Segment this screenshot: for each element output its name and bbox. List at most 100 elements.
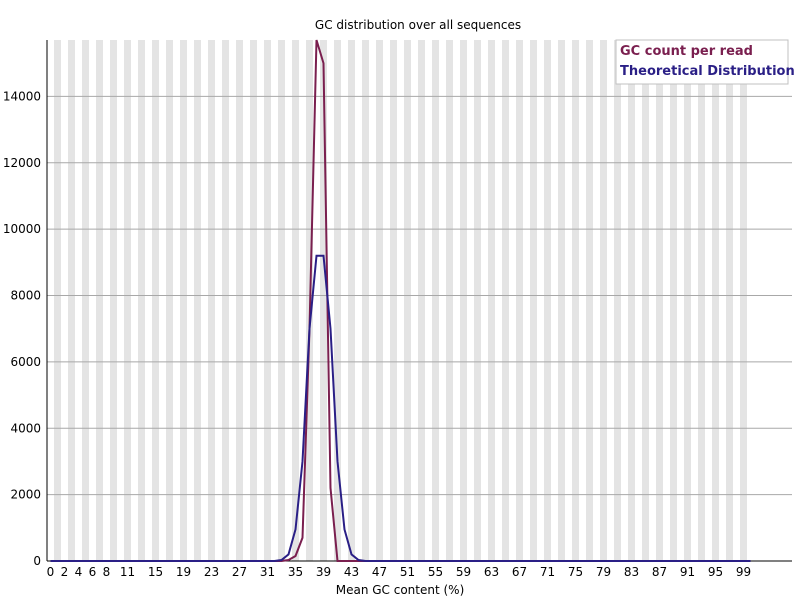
grid-band	[586, 40, 593, 561]
x-tick-label: 19	[176, 565, 191, 579]
x-tick-label: 0	[47, 565, 55, 579]
grid-band	[502, 40, 509, 561]
grid-band	[712, 40, 719, 561]
grid-band	[124, 40, 131, 561]
y-tick-labels: 0 2000 4000 6000 8000 10000 12000 14000	[3, 89, 41, 568]
x-tick-label: 47	[372, 565, 387, 579]
grid-band	[698, 40, 705, 561]
grid-band	[152, 40, 159, 561]
grid-band	[642, 40, 649, 561]
grid-band	[474, 40, 481, 561]
series-lines	[50, 39, 751, 562]
chart-title: GC distribution over all sequences	[315, 18, 521, 32]
grid-band	[404, 40, 411, 561]
x-tick-label: 63	[484, 565, 499, 579]
x-tick-label: 75	[568, 565, 583, 579]
x-tick-label: 59	[456, 565, 471, 579]
grid-band	[628, 40, 635, 561]
grid-band	[194, 40, 201, 561]
y-tick-label: 10000	[3, 222, 41, 236]
legend-box	[615, 39, 789, 85]
y-tick-label: 2000	[10, 488, 41, 502]
grid-band	[320, 40, 327, 561]
x-tick-label: 39	[316, 565, 331, 579]
y-tick-label: 6000	[10, 355, 41, 369]
y-tick-label: 0	[33, 554, 41, 568]
grid-band	[138, 40, 145, 561]
grid-band	[446, 40, 453, 561]
alternating-bands	[54, 40, 747, 561]
grid-band	[684, 40, 691, 561]
x-tick-label: 6	[89, 565, 97, 579]
series-line-gc-count	[50, 39, 751, 562]
grid-band	[460, 40, 467, 561]
grid-band	[432, 40, 439, 561]
grid-band	[558, 40, 565, 561]
legend: GC count per read Theoretical Distributi…	[615, 39, 795, 85]
y-tick-label: 14000	[3, 89, 41, 103]
x-tick-label: 27	[232, 565, 247, 579]
legend-item-gc-count: GC count per read	[620, 44, 753, 59]
x-tick-label: 91	[680, 565, 695, 579]
grid-band	[656, 40, 663, 561]
grid-band	[82, 40, 89, 561]
x-tick-label: 11	[120, 565, 135, 579]
grid-band	[670, 40, 677, 561]
grid-band	[208, 40, 215, 561]
grid-band	[740, 40, 747, 561]
x-tick-label: 67	[512, 565, 527, 579]
grid-band	[614, 40, 621, 561]
x-tick-label: 99	[736, 565, 751, 579]
x-tick-label: 55	[428, 565, 443, 579]
grid-band	[376, 40, 383, 561]
grid-band	[278, 40, 285, 561]
x-tick-label: 83	[624, 565, 639, 579]
x-tick-label: 79	[596, 565, 611, 579]
x-tick-label: 87	[652, 565, 667, 579]
grid-band	[180, 40, 187, 561]
grid-band	[292, 40, 299, 561]
x-tick-label: 15	[148, 565, 163, 579]
grid-band	[334, 40, 341, 561]
grid-band	[236, 40, 243, 561]
x-tick-label: 35	[288, 565, 303, 579]
grid-band	[390, 40, 397, 561]
grid-band	[222, 40, 229, 561]
grid-band	[264, 40, 271, 561]
horizontal-gridlines	[47, 95, 792, 496]
grid-band	[418, 40, 425, 561]
y-tick-label: 4000	[10, 421, 41, 435]
grid-band	[516, 40, 523, 561]
grid-band	[96, 40, 103, 561]
y-tick-label: 12000	[3, 156, 41, 170]
grid-band	[166, 40, 173, 561]
grid-band	[600, 40, 607, 561]
y-tick-label: 8000	[10, 289, 41, 303]
legend-item-theoretical: Theoretical Distribution	[620, 64, 795, 79]
x-tick-label: 23	[204, 565, 219, 579]
grid-band	[250, 40, 257, 561]
grid-band	[726, 40, 733, 561]
x-tick-label: 8	[103, 565, 111, 579]
grid-band	[572, 40, 579, 561]
x-tick-labels: 0 2 4 6 8 11 15 19 23 27 31 35 39 43 47 51 55 59 63 67 71 75 7…	[47, 565, 751, 579]
x-tick-label: 2	[61, 565, 69, 579]
grid-band	[348, 40, 355, 561]
x-tick-label: 95	[708, 565, 723, 579]
x-tick-label: 71	[540, 565, 555, 579]
x-tick-label: 51	[400, 565, 415, 579]
grid-band	[544, 40, 551, 561]
x-tick-label: 43	[344, 565, 359, 579]
x-tick-label: 4	[75, 565, 83, 579]
x-tick-label: 31	[260, 565, 275, 579]
grid-band	[110, 40, 117, 561]
grid-band	[488, 40, 495, 561]
series-line-theoretical	[50, 254, 751, 562]
x-axis-label: Mean GC content (%)	[336, 583, 465, 597]
grid-band	[68, 40, 75, 561]
grid-band	[54, 40, 61, 561]
grid-band	[530, 40, 537, 561]
grid-band	[362, 40, 369, 561]
